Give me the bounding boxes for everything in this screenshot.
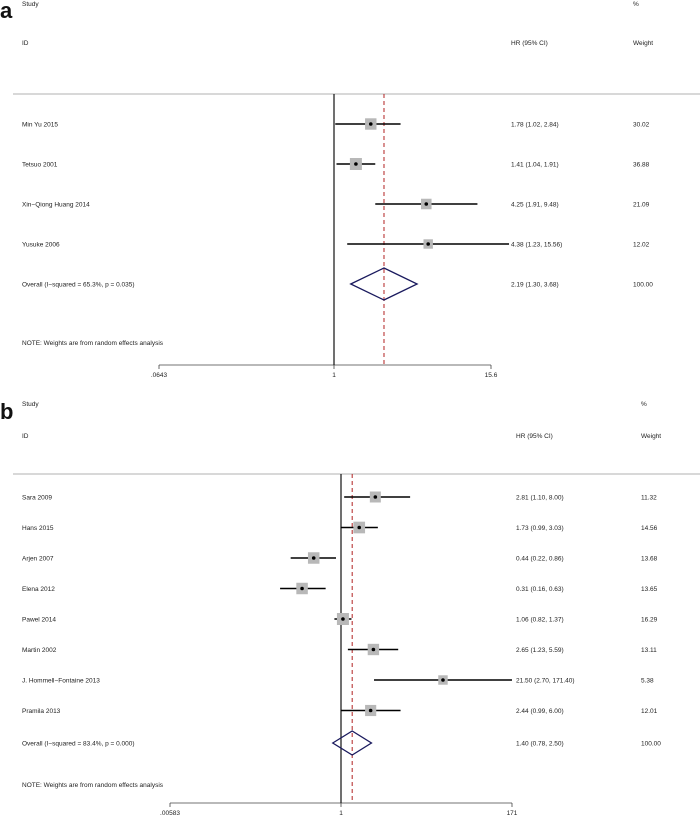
overall-diamond	[331, 730, 373, 756]
weights-note: NOTE: Weights are from random effects an…	[22, 782, 164, 789]
x-tick-label: 15.6	[485, 372, 498, 379]
x-tick-label: .0643	[151, 372, 168, 379]
header-hr-ci: HR (95% CI)	[511, 40, 548, 47]
overall-hr-ci: 2.19 (1.30, 3.68)	[511, 282, 559, 289]
study-point-estimate	[424, 202, 429, 206]
study-label: Pramila 2013	[22, 708, 61, 715]
study-hr-ci: 1.06 (0.82, 1.37)	[516, 617, 564, 624]
study-hr-ci: 1.41 (1.04, 1.91)	[511, 162, 559, 169]
study-weight: 13.65	[641, 586, 658, 593]
header-hr-ci: HR (95% CI)	[516, 433, 553, 440]
study-hr-ci: 2.81 (1.10, 8.00)	[516, 495, 564, 502]
x-tick-label: 1	[339, 810, 343, 817]
study-hr-ci: 2.44 (0.99, 6.00)	[516, 708, 564, 715]
study-hr-ci: 0.31 (0.16, 0.63)	[516, 586, 564, 593]
header-percent: %	[641, 401, 647, 408]
x-tick-label: 171	[507, 810, 518, 817]
study-point-estimate	[371, 647, 376, 652]
study-label: Tetsuo 2001	[22, 162, 58, 169]
study-weight: 13.11	[641, 647, 657, 654]
study-hr-ci: 4.38 (1.23, 15.56)	[511, 242, 562, 249]
study-hr-ci: 2.65 (1.23, 5.59)	[516, 647, 564, 654]
study-label: J. Hommell−Fontaine 2013	[22, 678, 100, 685]
study-weight: 13.68	[641, 556, 658, 563]
study-weight: 21.09	[633, 202, 650, 209]
study-weight: 12.02	[633, 242, 650, 249]
study-label: Sara 2009	[22, 495, 52, 502]
study-weight: 14.56	[641, 525, 658, 532]
weights-note: NOTE: Weights are from random effects an…	[22, 340, 164, 347]
header-id: ID	[22, 40, 29, 47]
header-percent: %	[633, 1, 639, 8]
overall-hr-ci: 1.40 (0.78, 2.50)	[516, 741, 564, 748]
overall-diamond	[349, 267, 419, 301]
overall-label: Overall (I−squared = 83.4%, p = 0.000)	[22, 741, 135, 748]
header-weight: Weight	[641, 433, 661, 440]
study-weight: 30.02	[633, 122, 650, 129]
header-id: ID	[22, 433, 29, 440]
study-label: Xin−Qiong Huang 2014	[22, 202, 90, 209]
study-hr-ci: 1.78 (1.02, 2.84)	[511, 122, 559, 129]
study-point-estimate	[373, 495, 378, 499]
header-weight: Weight	[633, 40, 653, 47]
study-weight: 12.01	[641, 708, 658, 715]
study-label: Min Yu 2015	[22, 122, 58, 129]
study-hr-ci: 4.25 (1.91, 9.48)	[511, 202, 559, 209]
overall-weight: 100.00	[633, 282, 653, 289]
panel-letter-b: b	[0, 399, 13, 424]
panel-letter-a: a	[0, 0, 13, 23]
study-weight: 16.29	[641, 617, 658, 624]
study-point-estimate	[426, 242, 430, 246]
study-weight: 36.88	[633, 162, 650, 169]
overall-label: Overall (I−squared = 65.3%, p = 0.035)	[22, 282, 135, 289]
study-point-estimate	[311, 556, 316, 560]
study-point-estimate	[354, 162, 358, 166]
overall-weight: 100.00	[641, 741, 661, 748]
study-label: Hans 2015	[22, 525, 54, 532]
forest-panel-a: a Study ID HR (95% CI)% Weight .0643 1 15.6 Min …	[0, 0, 700, 379]
study-label: Martin 2002	[22, 647, 57, 654]
study-label: Arjen 2007	[22, 556, 54, 563]
study-hr-ci: 0.44 (0.22, 0.86)	[516, 556, 564, 563]
study-weight: 11.32	[641, 495, 657, 502]
study-hr-ci: 21.50 (2.70, 171.40)	[516, 678, 575, 685]
study-point-estimate	[441, 678, 445, 682]
forest-panel-b: b Study ID HR (95% CI)% Weight .00583 1 171 Sara…	[0, 399, 700, 817]
study-label: Pawel 2014	[22, 617, 56, 624]
study-point-estimate	[341, 617, 345, 621]
study-point-estimate	[357, 525, 362, 530]
study-point-estimate	[368, 708, 373, 713]
study-point-estimate	[300, 586, 304, 591]
study-label: Elena 2012	[22, 586, 55, 593]
study-weight: 5.38	[641, 678, 654, 685]
study-hr-ci: 1.73 (0.99, 3.03)	[516, 525, 564, 532]
study-label: Yusuke 2006	[22, 242, 60, 249]
header-study: Study	[22, 1, 39, 8]
x-tick-label: .00583	[160, 810, 180, 817]
x-tick-label: 1	[332, 372, 336, 379]
header-study: Study	[22, 401, 39, 408]
study-point-estimate	[368, 122, 373, 126]
